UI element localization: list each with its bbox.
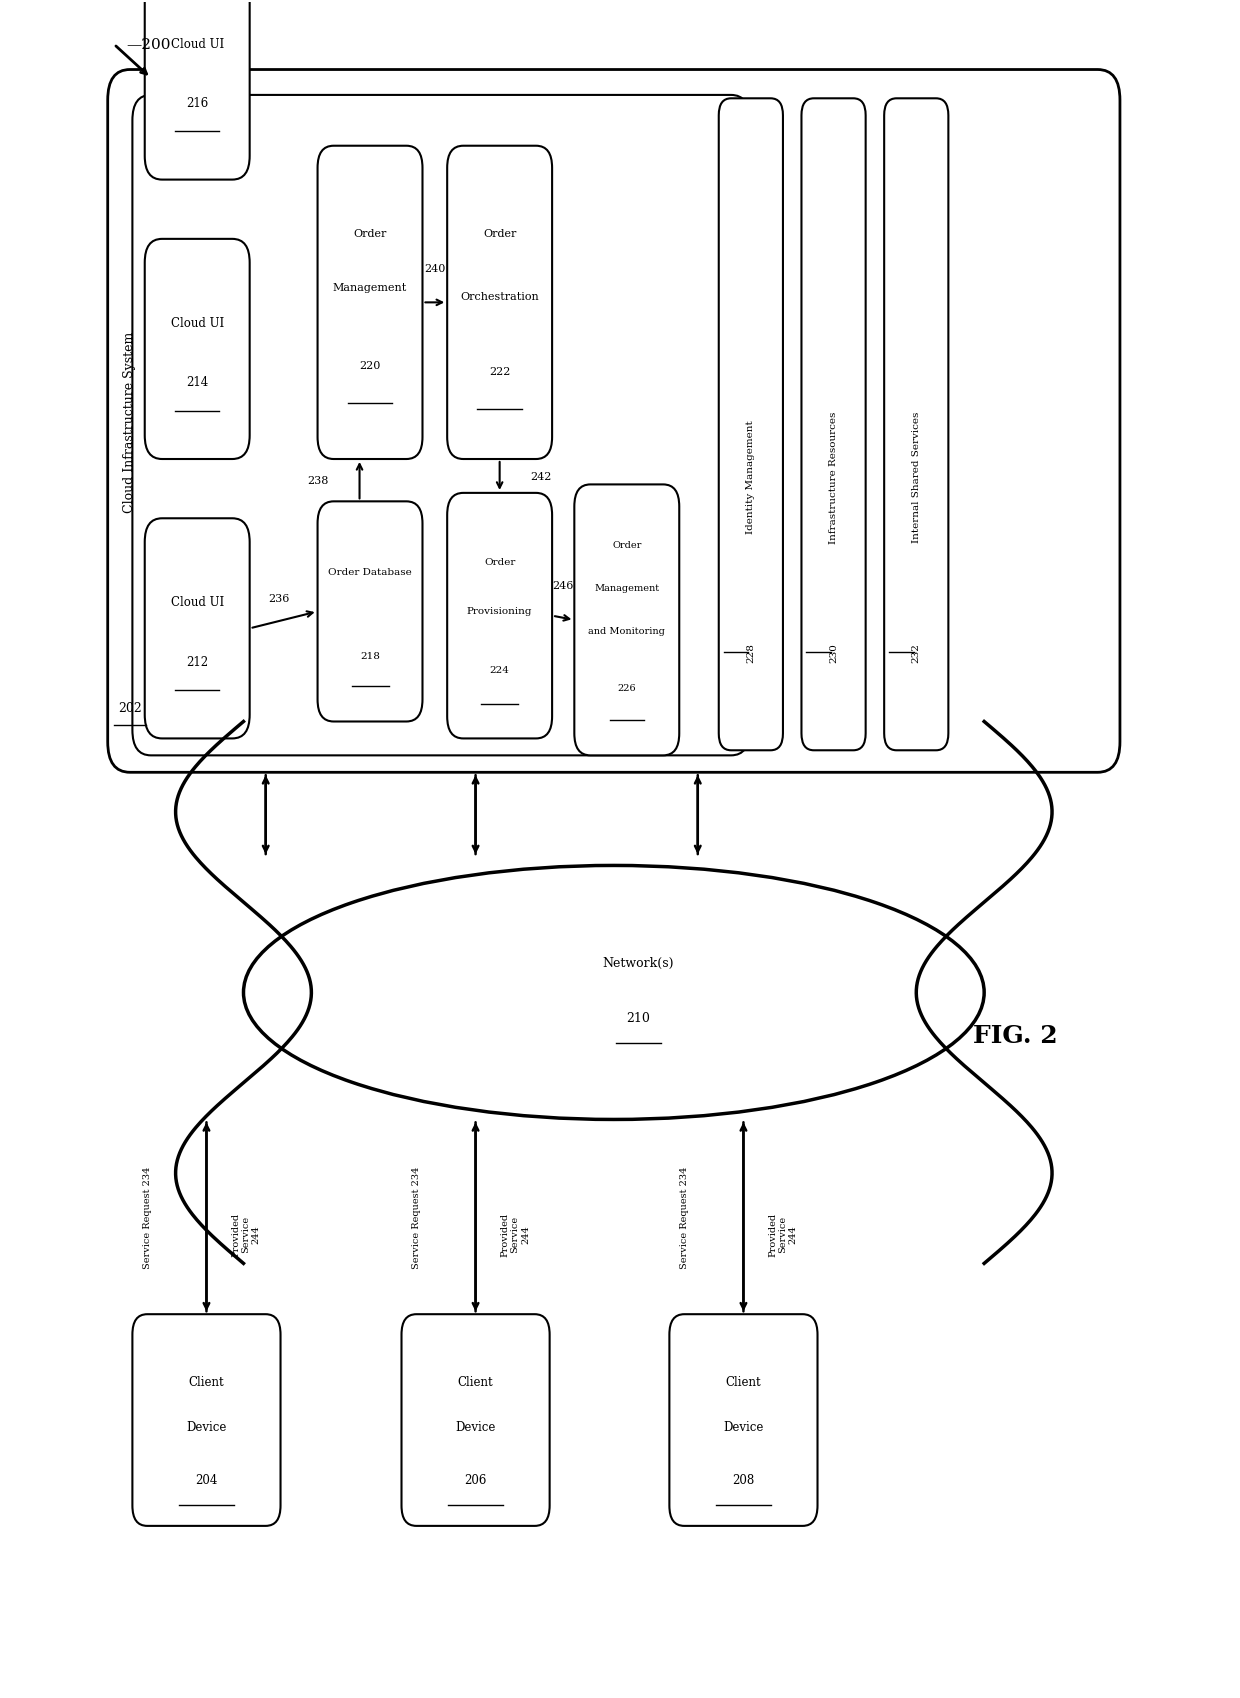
Text: Cloud UI: Cloud UI <box>171 596 224 610</box>
Text: 238: 238 <box>308 475 329 486</box>
FancyBboxPatch shape <box>145 520 249 739</box>
FancyBboxPatch shape <box>801 98 866 751</box>
Text: Service Request 234: Service Request 234 <box>143 1167 151 1268</box>
FancyBboxPatch shape <box>574 486 680 756</box>
Text: 208: 208 <box>733 1472 755 1486</box>
Text: Order: Order <box>484 559 516 567</box>
Text: 222: 222 <box>489 367 511 377</box>
Text: Internal Shared Services: Internal Shared Services <box>911 411 921 543</box>
Text: 218: 218 <box>360 652 379 661</box>
FancyBboxPatch shape <box>317 503 423 722</box>
Text: Client: Client <box>188 1375 224 1389</box>
Text: 210: 210 <box>626 1012 651 1024</box>
Text: —200: —200 <box>126 37 171 53</box>
Text: Provided
Service
244: Provided Service 244 <box>500 1212 529 1257</box>
Text: Client: Client <box>725 1375 761 1389</box>
Text: Orchestration: Orchestration <box>460 292 539 302</box>
Text: Device: Device <box>186 1420 227 1433</box>
Text: Device: Device <box>723 1420 764 1433</box>
Text: Order: Order <box>482 229 516 239</box>
Text: FIG. 2: FIG. 2 <box>972 1024 1058 1048</box>
FancyBboxPatch shape <box>317 146 423 460</box>
Text: 216: 216 <box>186 97 208 110</box>
Text: Order: Order <box>353 229 387 239</box>
Text: Management: Management <box>594 584 660 593</box>
Text: 214: 214 <box>186 377 208 389</box>
Text: 204: 204 <box>195 1472 218 1486</box>
Text: and Monitoring: and Monitoring <box>588 627 665 635</box>
Text: Order: Order <box>613 540 641 548</box>
Text: 228: 228 <box>746 644 755 662</box>
Text: Provided
Service
244: Provided Service 244 <box>231 1212 260 1257</box>
Text: Provided
Service
244: Provided Service 244 <box>768 1212 797 1257</box>
Text: Service Request 234: Service Request 234 <box>680 1167 688 1268</box>
Text: Management: Management <box>332 282 407 292</box>
Text: Infrastructure Resources: Infrastructure Resources <box>830 411 838 543</box>
FancyBboxPatch shape <box>884 98 949 751</box>
FancyBboxPatch shape <box>670 1314 817 1527</box>
Text: 230: 230 <box>830 644 838 662</box>
FancyBboxPatch shape <box>133 1314 280 1527</box>
FancyBboxPatch shape <box>402 1314 549 1527</box>
Text: Cloud UI: Cloud UI <box>171 37 224 51</box>
Text: 220: 220 <box>360 360 381 370</box>
Text: 246: 246 <box>553 581 574 591</box>
Text: Network(s): Network(s) <box>603 956 675 970</box>
FancyBboxPatch shape <box>145 0 249 180</box>
Text: 202: 202 <box>118 701 141 715</box>
FancyBboxPatch shape <box>145 239 249 460</box>
Text: Device: Device <box>455 1420 496 1433</box>
Text: Cloud UI: Cloud UI <box>171 318 224 329</box>
Text: 226: 226 <box>618 684 636 693</box>
FancyBboxPatch shape <box>133 95 750 756</box>
Text: 236: 236 <box>268 594 290 603</box>
FancyBboxPatch shape <box>719 98 782 751</box>
Text: Identity Management: Identity Management <box>746 421 755 533</box>
FancyBboxPatch shape <box>448 146 552 460</box>
Ellipse shape <box>243 866 985 1119</box>
Text: Provisioning: Provisioning <box>467 606 532 616</box>
Text: Order Database: Order Database <box>329 567 412 577</box>
Text: 240: 240 <box>424 265 445 275</box>
Text: 242: 242 <box>531 472 552 482</box>
Text: Service Request 234: Service Request 234 <box>412 1167 420 1268</box>
Text: 206: 206 <box>465 1472 487 1486</box>
Text: 232: 232 <box>911 644 921 662</box>
Text: 212: 212 <box>186 655 208 669</box>
FancyBboxPatch shape <box>108 71 1120 773</box>
Text: Client: Client <box>458 1375 494 1389</box>
Text: 224: 224 <box>490 666 510 674</box>
FancyBboxPatch shape <box>448 494 552 739</box>
Text: Cloud Infrastructure System: Cloud Infrastructure System <box>124 331 136 513</box>
